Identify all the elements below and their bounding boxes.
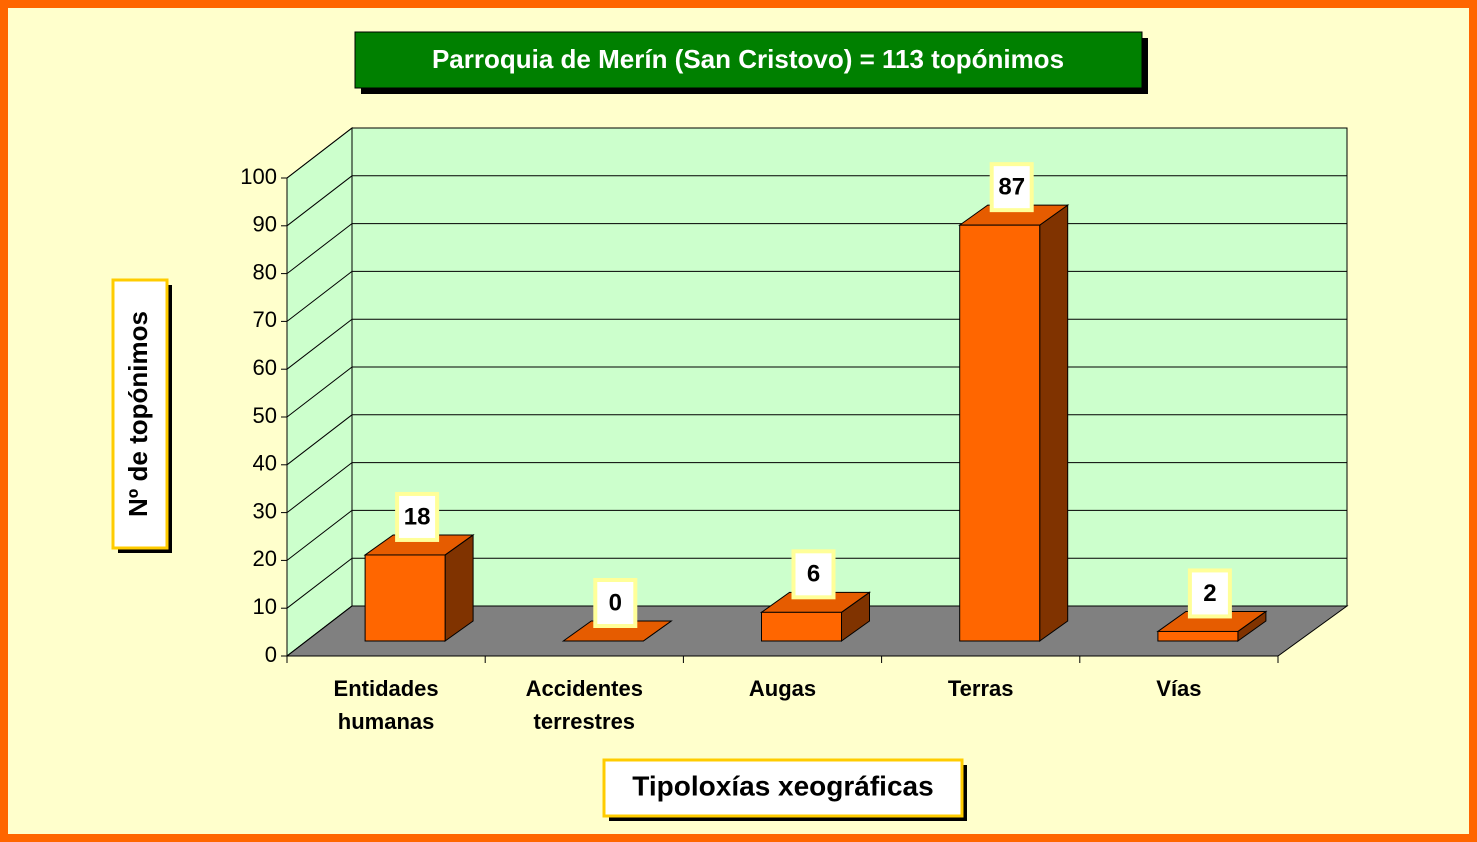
x-axis-title: Tipoloxías xeográficas	[632, 770, 933, 801]
y-label-box	[111, 278, 169, 550]
value-label-box	[1187, 568, 1232, 619]
y-axis-title: Nº de topónimos	[123, 311, 153, 517]
y-tick-label: 10	[253, 594, 277, 619]
y-tick-label: 70	[253, 307, 277, 332]
x-tick-label: Vías	[1156, 676, 1201, 701]
value-label-box	[989, 162, 1034, 213]
value-label-box	[791, 549, 836, 600]
y-tick-label: 100	[240, 164, 277, 189]
grid-line	[286, 127, 1347, 179]
bar	[759, 591, 872, 642]
bar	[561, 620, 673, 642]
value-label: 87	[998, 173, 1025, 200]
bar-front	[959, 224, 1041, 642]
bar-front	[761, 611, 842, 642]
y-tick-label: 20	[253, 546, 277, 571]
x-label-box	[602, 758, 964, 818]
bar-side	[1039, 204, 1069, 642]
y-tick-label: 50	[253, 403, 277, 428]
bar	[958, 204, 1070, 642]
value-label: 18	[404, 503, 431, 530]
y-tick-label: 90	[253, 212, 277, 237]
x-tick-label: Entidades humanas	[334, 676, 439, 734]
y-tick-label: 30	[253, 498, 277, 523]
value-label: 0	[609, 589, 622, 616]
bar-front	[364, 554, 446, 642]
bar	[363, 533, 475, 642]
value-label: 2	[1203, 580, 1216, 607]
x-tick-label: Accidentes terrestres	[526, 676, 643, 734]
y-tick-label: 60	[253, 355, 277, 380]
bar-top	[561, 620, 673, 642]
chart-title: Parroquia de Merín (San Cristovo) = 113 …	[432, 44, 1064, 74]
bar	[1156, 610, 1268, 642]
title-box	[354, 31, 1143, 89]
bar-front	[1157, 630, 1239, 642]
x-tick-label: Terras	[948, 676, 1014, 701]
value-label: 6	[807, 561, 820, 588]
value-label-box	[395, 491, 440, 542]
y-tick-label: 80	[253, 259, 277, 284]
value-label-box	[593, 578, 638, 628]
y-tick-label: 0	[265, 642, 277, 667]
x-tick-label: Augas	[749, 676, 816, 701]
y-tick-label: 40	[253, 451, 277, 476]
